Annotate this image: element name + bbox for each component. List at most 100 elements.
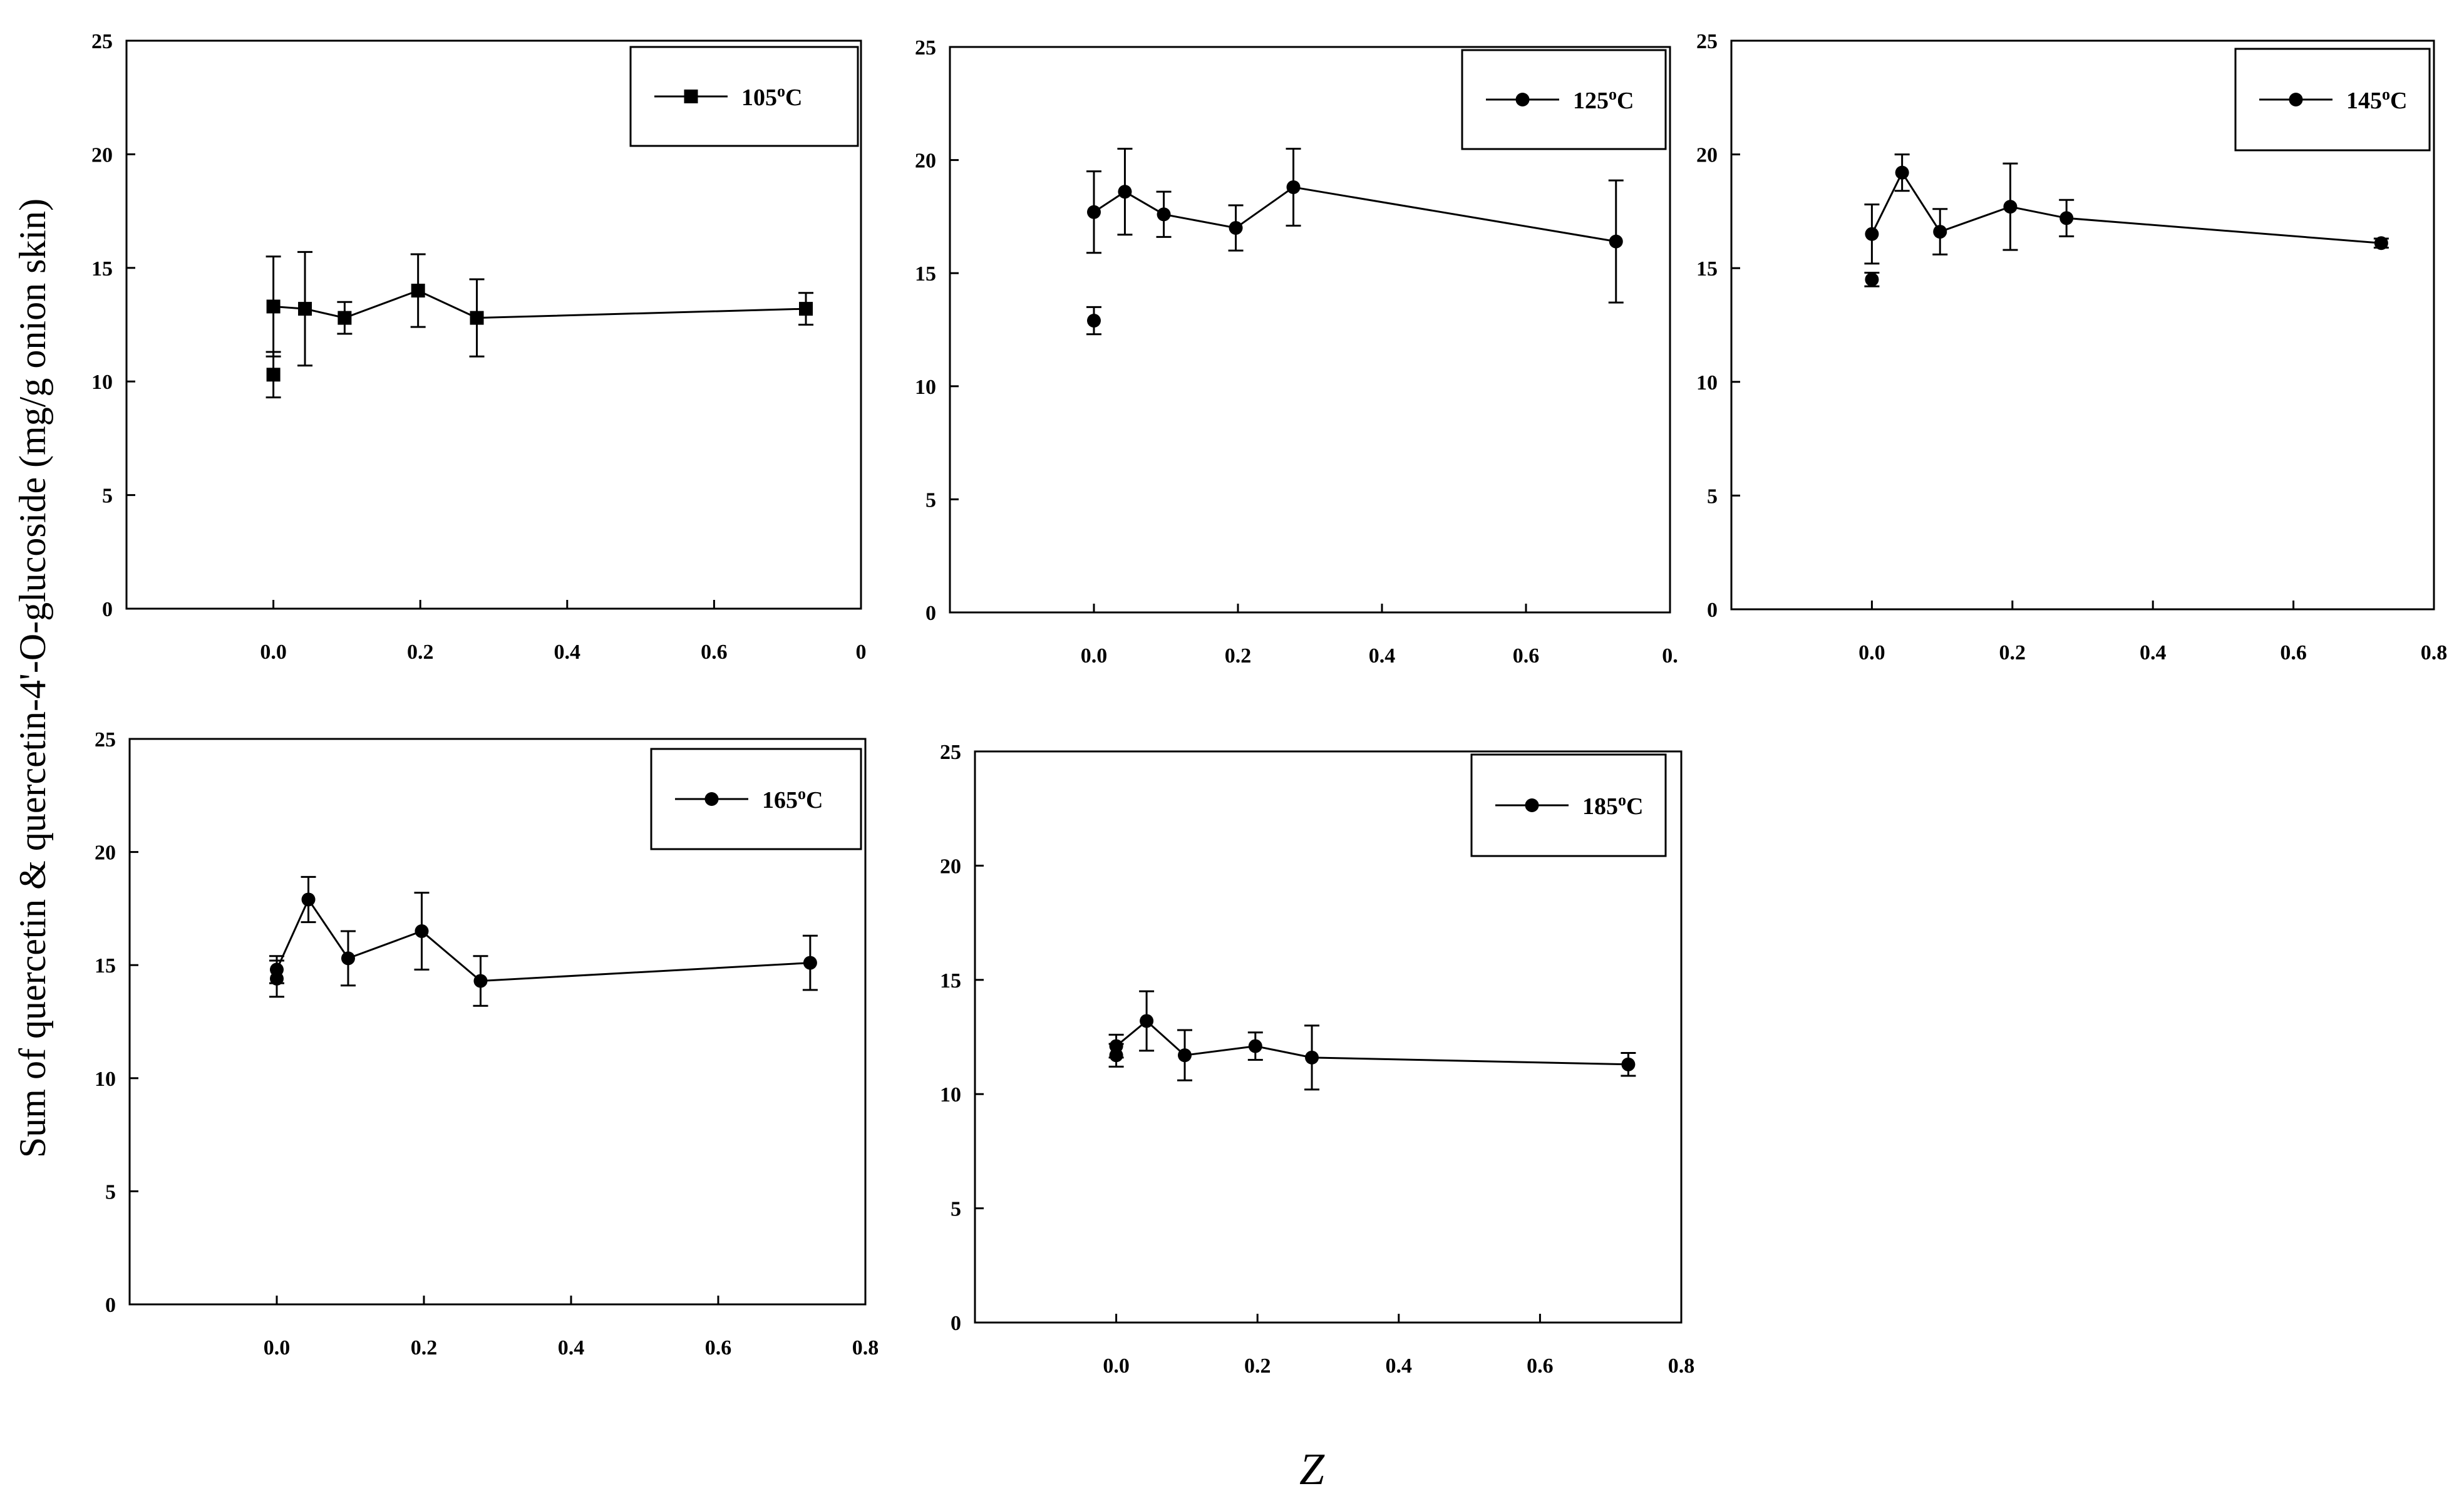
data-point: [1865, 272, 1879, 287]
legend-label: 185oC: [1582, 791, 1643, 820]
x-tick-label: 0.0: [264, 1336, 291, 1359]
y-tick-label: 10: [940, 1083, 961, 1106]
series-line: [1093, 186, 1616, 243]
data-point: [799, 302, 813, 316]
data-point: [1933, 225, 1947, 239]
data-point: [2374, 236, 2388, 250]
data-point: [298, 302, 312, 316]
y-tick-label: 15: [95, 954, 116, 977]
legend-marker: [1525, 798, 1539, 812]
y-tick-label: 5: [925, 488, 936, 512]
legend: 105oC: [629, 46, 859, 147]
y-tick-label: 10: [1696, 371, 1718, 395]
x-tick-label: 0.8: [1668, 1354, 1695, 1378]
legend: 145oC: [2234, 48, 2431, 152]
x-tick-label: 0.6: [705, 1336, 732, 1359]
data-point: [270, 962, 284, 977]
chart-panel-165: 0 5 10 15 20 25 0.0 0.2 0.4 0.6 0.8 165oC: [95, 728, 879, 1359]
data-point: [2003, 200, 2018, 214]
plot-frame: [949, 46, 1671, 614]
data-point: [266, 368, 281, 382]
legend-unit-sup: o: [798, 785, 806, 803]
legend-unit-sup: o: [1618, 791, 1626, 809]
data-point: [1865, 227, 1879, 241]
y-tick-label: 20: [915, 150, 936, 173]
legend-unit-sup: o: [2382, 85, 2390, 103]
data-point: [803, 956, 817, 970]
legend: 125oC: [1461, 49, 1667, 150]
data-point: [301, 892, 316, 907]
legend-unit-sup: o: [777, 82, 785, 100]
data-point: [266, 299, 281, 314]
x-tick-label: 0.8: [852, 1336, 879, 1359]
x-tick-label: 0.6: [1513, 644, 1540, 668]
x-tick-label: 0.4: [1386, 1354, 1413, 1378]
data-point: [341, 951, 355, 966]
y-tick-label: 0: [102, 598, 113, 621]
legend-unit: C: [806, 787, 823, 813]
plot-frame: [125, 39, 862, 610]
data-point: [1229, 220, 1243, 235]
data-point: [411, 284, 425, 298]
y-axis-title: Sum of quercetin & quercetin-4'-O-glucos…: [12, 199, 53, 1158]
data-point: [338, 311, 352, 325]
x-tick-label: 0.6: [1527, 1354, 1554, 1378]
y-tick-label: 25: [940, 741, 961, 764]
y-tick-label: 25: [91, 30, 113, 53]
x-tick-label: 0: [856, 641, 867, 664]
chart-panel-185: 0 5 10 15 20 25 0.0 0.2 0.4 0.6 0.8 185oC: [940, 741, 1694, 1378]
data-point: [1248, 1039, 1262, 1053]
x-tick-label: 0.4: [558, 1336, 585, 1359]
x-tick-label: 0.6: [701, 641, 728, 664]
y-tick-label: 10: [915, 376, 936, 399]
legend-label: 125oC: [1573, 85, 1634, 114]
y-tick-label: 0: [951, 1312, 961, 1335]
legend-marker: [684, 90, 698, 103]
x-axis-title: Z: [1299, 1444, 1325, 1494]
chart-panel-105: 0 5 10 15 20 25 0.0 0.2 0.4 0.6 0 105oC: [91, 30, 867, 664]
y-tick-label: 25: [1696, 30, 1718, 53]
x-tick-label: 0.0: [1858, 641, 1885, 664]
series-line: [273, 289, 807, 319]
legend-unit: C: [1626, 793, 1643, 820]
y-tick-label: 0: [925, 602, 936, 625]
y-tick-label: 10: [91, 371, 113, 394]
y-tick-label: 25: [915, 36, 936, 59]
chart-panel-125: 0 5 10 15 20 25 0.0 0.2 0.4 0.6 0. 125oC: [915, 36, 1678, 668]
data-point: [1087, 314, 1101, 328]
x-tick-label: 0.0: [260, 641, 287, 664]
x-tick-label: 0.0: [1103, 1354, 1130, 1378]
y-tick-label: 15: [1696, 257, 1718, 281]
y-tick-label: 5: [951, 1198, 961, 1221]
x-tick-label: 0.2: [1999, 641, 2026, 664]
data-point: [1087, 205, 1101, 219]
y-tick-label: 10: [95, 1068, 116, 1091]
legend-marker: [1515, 93, 1530, 106]
x-tick-label: 0.4: [1369, 644, 1396, 668]
legend-unit: C: [2390, 88, 2407, 114]
series-line: [1871, 170, 2381, 244]
plot-frame: [1730, 39, 2435, 611]
y-tick-label: 20: [1696, 144, 1718, 167]
y-tick-label: 25: [95, 728, 116, 751]
series-line: [276, 897, 810, 983]
data-point: [2059, 211, 2074, 225]
legend-label: 145oC: [2346, 85, 2407, 114]
data-point: [1140, 1014, 1154, 1028]
legend: 185oC: [1470, 753, 1667, 857]
x-tick-label: 0.6: [2280, 641, 2307, 664]
y-tick-label: 15: [940, 969, 961, 993]
data-point: [473, 974, 488, 988]
x-tick-label: 0.8: [2421, 641, 2448, 664]
data-point: [1286, 180, 1301, 194]
y-tick-label: 5: [102, 485, 113, 508]
plot-frame: [128, 738, 867, 1306]
data-point: [1609, 234, 1623, 249]
x-tick-label: 0.4: [2140, 641, 2167, 664]
x-tick-label: 0.2: [1244, 1354, 1271, 1378]
y-tick-label: 5: [1707, 485, 1718, 508]
x-tick-label: 0.2: [411, 1336, 438, 1359]
x-tick-label: 0.4: [554, 641, 581, 664]
legend-label: 105oC: [741, 82, 802, 111]
